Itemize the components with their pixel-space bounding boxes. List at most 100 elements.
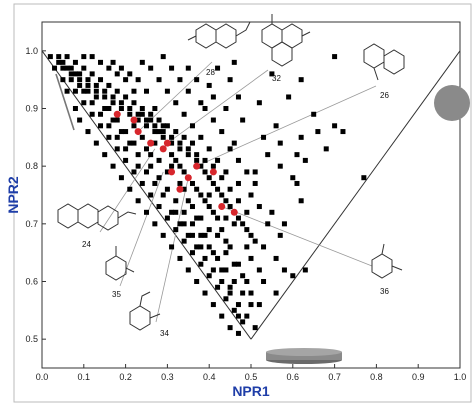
scatter-point bbox=[144, 209, 149, 215]
scatter-point bbox=[135, 117, 141, 123]
scatter-point bbox=[219, 192, 225, 198]
scatter-point bbox=[139, 111, 145, 117]
scatter-point bbox=[235, 198, 241, 204]
scatter-point bbox=[144, 169, 149, 175]
scatter-point bbox=[198, 261, 204, 267]
scatter-point bbox=[290, 273, 296, 279]
scatter-point bbox=[206, 192, 212, 198]
scatter-point bbox=[98, 123, 104, 129]
scatter-point bbox=[114, 71, 120, 77]
scatter-point bbox=[294, 180, 300, 186]
scatter-point bbox=[47, 54, 53, 60]
scatter-point bbox=[252, 180, 258, 186]
scatter-point bbox=[152, 129, 158, 135]
scatter-point bbox=[189, 232, 195, 238]
scatter-point bbox=[240, 290, 246, 296]
scatter-point bbox=[173, 129, 179, 135]
scatter-point bbox=[252, 325, 258, 331]
scatter-point bbox=[110, 94, 116, 100]
scatter-point bbox=[265, 221, 271, 227]
scatter-point bbox=[215, 284, 221, 290]
scatter-point bbox=[139, 106, 145, 111]
figure-border bbox=[13, 3, 472, 403]
scatter-point bbox=[240, 319, 246, 325]
scatter-point bbox=[290, 175, 296, 181]
scatter-point bbox=[89, 111, 95, 117]
scatter-point bbox=[194, 157, 200, 163]
scatter-point bbox=[110, 163, 116, 169]
scatter-point bbox=[277, 232, 283, 238]
scatter-point bbox=[332, 123, 338, 129]
scatter-point bbox=[93, 94, 99, 100]
scatter-point bbox=[198, 163, 204, 169]
scatter-point bbox=[185, 267, 191, 273]
leader-line bbox=[119, 171, 164, 287]
scatter-point bbox=[164, 88, 170, 94]
compound-label-26: 26 bbox=[380, 91, 389, 100]
scatter-point bbox=[52, 65, 58, 71]
y-tick-label: 0.6 bbox=[25, 277, 38, 287]
highlighted-point bbox=[218, 203, 226, 211]
compound-label-24: 24 bbox=[82, 240, 91, 249]
scatter-point bbox=[298, 134, 304, 140]
scatter-point bbox=[89, 100, 95, 106]
scatter-point bbox=[256, 100, 262, 106]
x-tick-label: 0.4 bbox=[203, 372, 216, 382]
scatter-point bbox=[240, 117, 246, 123]
scatter-point bbox=[85, 82, 91, 88]
scatter-point bbox=[206, 146, 212, 152]
sphere-shape-icon bbox=[434, 85, 470, 121]
scatter-point bbox=[240, 221, 246, 227]
scatter-point bbox=[198, 192, 204, 198]
scatter-point bbox=[277, 163, 283, 169]
scatter-point bbox=[106, 82, 112, 88]
x-tick-label: 0.2 bbox=[119, 372, 132, 382]
scatter-point bbox=[169, 209, 175, 215]
scatter-point bbox=[231, 221, 237, 227]
scatter-point bbox=[189, 250, 195, 256]
scatter-point bbox=[361, 175, 367, 181]
scatter-point bbox=[227, 146, 233, 152]
disc-shape-icon bbox=[266, 348, 342, 364]
scatter-point bbox=[131, 123, 137, 129]
scatter-point bbox=[219, 175, 225, 181]
scatter-point bbox=[148, 192, 154, 198]
scatter-point bbox=[269, 209, 275, 215]
x-tick-label: 0.8 bbox=[370, 372, 383, 382]
scatter-point bbox=[135, 77, 141, 83]
scatter-point bbox=[169, 134, 175, 140]
scatter-point bbox=[219, 227, 225, 233]
scatter-point bbox=[72, 59, 78, 65]
scatter-point bbox=[102, 152, 108, 158]
scatter-point bbox=[135, 111, 141, 117]
highlighted-point bbox=[113, 110, 121, 118]
scatter-point bbox=[202, 198, 208, 204]
scatter-point bbox=[148, 152, 154, 158]
scatter-point bbox=[194, 186, 200, 192]
highlighted-point bbox=[163, 139, 171, 147]
scatter-point bbox=[56, 59, 62, 65]
scatter-point bbox=[89, 71, 95, 77]
scatter-point bbox=[81, 65, 87, 71]
scatter-point bbox=[189, 180, 195, 186]
scatter-point bbox=[227, 290, 233, 296]
y-tick-label: 0.5 bbox=[25, 334, 38, 344]
scatter-point bbox=[194, 244, 200, 250]
scatter-point bbox=[215, 255, 221, 261]
compound-35-structure-icon: 35 bbox=[105, 246, 135, 299]
scatter-point bbox=[156, 175, 162, 181]
scatter-point bbox=[144, 88, 149, 94]
scatter-point bbox=[114, 146, 120, 152]
leader-line bbox=[196, 85, 377, 167]
scatter-point bbox=[210, 163, 216, 169]
scatter-point bbox=[244, 209, 250, 215]
scatter-point bbox=[60, 59, 66, 65]
scatter-point bbox=[102, 88, 108, 94]
scatter-point bbox=[198, 134, 204, 140]
scatter-point bbox=[164, 186, 170, 192]
scatter-point bbox=[215, 65, 221, 71]
scatter-point bbox=[77, 82, 83, 88]
scatter-point bbox=[219, 267, 225, 273]
scatter-point bbox=[194, 152, 200, 158]
